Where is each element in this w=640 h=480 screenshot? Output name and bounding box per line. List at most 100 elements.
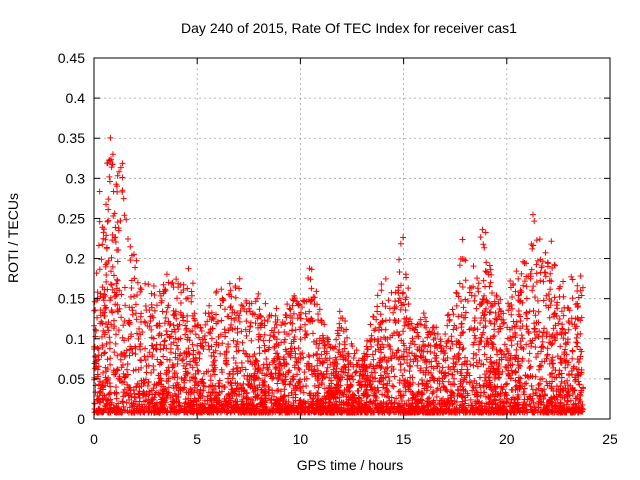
- data-point: [122, 302, 129, 309]
- data-point: [411, 341, 418, 348]
- data-point: [482, 311, 489, 318]
- data-point: [481, 343, 488, 350]
- data-point: [133, 316, 140, 323]
- data-point: [289, 302, 296, 309]
- data-point: [434, 330, 441, 337]
- data-point: [483, 297, 490, 304]
- data-point: [175, 336, 182, 343]
- data-point: [161, 320, 168, 327]
- data-point: [106, 345, 113, 352]
- data-point: [396, 295, 403, 302]
- data-point: [569, 348, 576, 355]
- data-point: [444, 312, 451, 319]
- data-point: [266, 337, 273, 344]
- data-point: [573, 334, 580, 341]
- data-point: [117, 164, 124, 171]
- data-point: [145, 281, 152, 288]
- data-point: [243, 395, 250, 402]
- data-point: [430, 336, 437, 343]
- data-point: [402, 319, 409, 326]
- data-point: [202, 321, 209, 328]
- data-point: [192, 359, 199, 366]
- data-point: [228, 386, 235, 393]
- y-tick-label: 0.35: [58, 130, 85, 146]
- data-point: [121, 374, 128, 381]
- data-point: [569, 390, 576, 397]
- data-point: [454, 392, 461, 399]
- data-point: [345, 353, 352, 360]
- data-point: [280, 380, 287, 387]
- data-point: [255, 290, 262, 297]
- data-point: [281, 336, 288, 343]
- data-point: [175, 399, 182, 406]
- data-point: [207, 377, 214, 384]
- data-point: [549, 331, 556, 338]
- data-point: [121, 284, 128, 291]
- data-point: [508, 311, 515, 318]
- data-point: [499, 368, 506, 375]
- data-point: [256, 344, 263, 351]
- data-point: [454, 368, 461, 375]
- data-point: [156, 330, 163, 337]
- data-point: [262, 300, 269, 307]
- data-point: [351, 350, 358, 357]
- data-point: [305, 296, 312, 303]
- data-point: [114, 301, 121, 308]
- data-point: [457, 378, 464, 385]
- data-point: [397, 306, 404, 313]
- data-point: [481, 292, 488, 299]
- data-point: [483, 368, 490, 375]
- data-point: [203, 368, 210, 375]
- data-point: [524, 315, 531, 322]
- data-point: [482, 229, 489, 236]
- data-point: [550, 387, 557, 394]
- data-point: [548, 333, 555, 340]
- data-point: [257, 366, 264, 373]
- data-point: [114, 352, 121, 359]
- data-point: [96, 188, 103, 195]
- y-tick-label: 0.15: [58, 291, 85, 307]
- data-point: [287, 319, 294, 326]
- data-point: [289, 296, 296, 303]
- data-point: [514, 382, 521, 389]
- data-point: [437, 338, 444, 345]
- data-point: [515, 355, 522, 362]
- data-point: [372, 397, 379, 404]
- data-point: [579, 284, 586, 291]
- data-point: [286, 350, 293, 357]
- data-point: [105, 196, 112, 203]
- data-point: [513, 319, 520, 326]
- data-point: [321, 373, 328, 380]
- data-point: [494, 366, 501, 373]
- data-point: [561, 357, 568, 364]
- data-point: [570, 365, 577, 372]
- data-point: [566, 372, 573, 379]
- data-point: [564, 382, 571, 389]
- data-point: [396, 403, 403, 410]
- data-point: [207, 382, 214, 389]
- data-point: [212, 394, 219, 401]
- data-point: [210, 401, 217, 408]
- data-point: [459, 383, 466, 390]
- data-point: [559, 326, 566, 333]
- data-point: [148, 301, 155, 308]
- data-point: [96, 266, 103, 273]
- data-point: [217, 350, 224, 357]
- data-point: [163, 327, 170, 334]
- data-point: [458, 372, 465, 379]
- data-point: [335, 349, 342, 356]
- data-point: [256, 350, 263, 357]
- data-point: [170, 397, 177, 404]
- data-point: [437, 387, 444, 394]
- data-point: [372, 348, 379, 355]
- data-point: [272, 409, 279, 416]
- data-point: [540, 278, 547, 285]
- data-point: [409, 325, 416, 332]
- data-point: [181, 350, 188, 357]
- data-point: [240, 387, 247, 394]
- data-point: [445, 364, 452, 371]
- data-point: [119, 399, 126, 406]
- data-point: [533, 354, 540, 361]
- data-point: [119, 334, 126, 341]
